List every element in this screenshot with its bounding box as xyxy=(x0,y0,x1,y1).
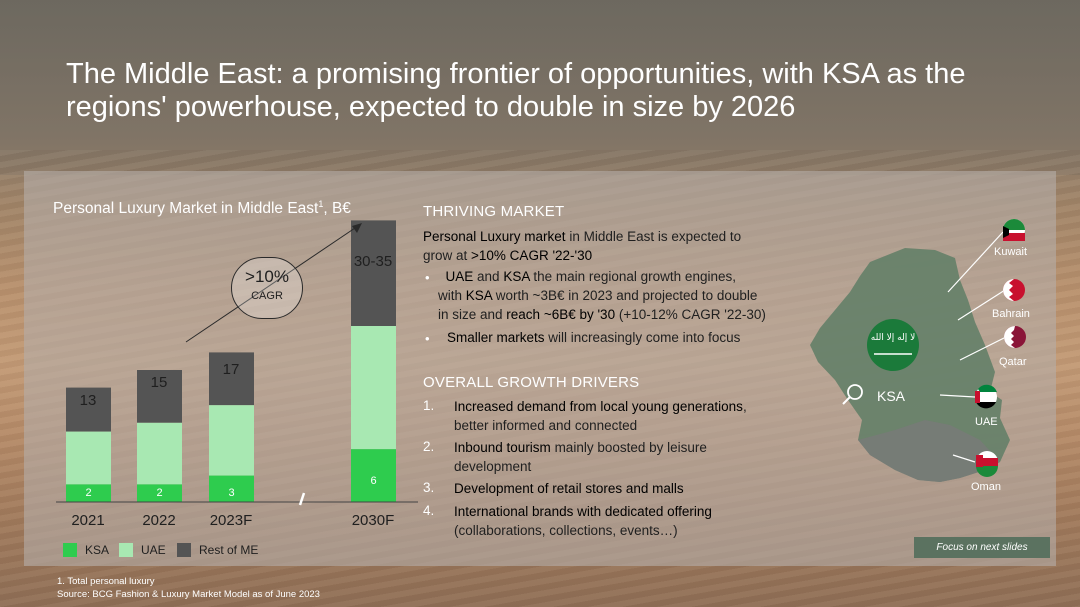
bahrain-flag-icon xyxy=(1003,279,1025,301)
cagr-callout: >10% CAGR xyxy=(231,257,303,319)
driver-number: 1. xyxy=(423,398,435,413)
uae-bar-segment xyxy=(209,405,254,476)
search-icon-handle xyxy=(842,396,851,405)
oman-flag-icon xyxy=(976,451,998,477)
region-map-shape xyxy=(810,248,1010,482)
ksa-flag-inscription: ﻻ ﺇﻟﻪ ﺇﻻ ﺍﻟﻠﻪ xyxy=(871,333,915,343)
total-label: 30-35 xyxy=(353,253,393,270)
bullet-icon: • xyxy=(425,270,430,285)
rest-bar-segment xyxy=(66,387,111,432)
connector-kuwait xyxy=(947,231,1004,293)
ksa-value-label: 3 xyxy=(228,487,235,499)
uae-bar-segment xyxy=(137,422,182,485)
qatar-flag-icon xyxy=(1004,326,1026,348)
bullet-icon: • xyxy=(425,331,430,346)
chart-title: Personal Luxury Market in Middle East1, … xyxy=(53,199,351,218)
map-label-bahrain: Bahrain xyxy=(992,308,1030,320)
total-label: 17 xyxy=(222,361,240,378)
driver-item: Inbound tourism mainly boosted by leisur… xyxy=(454,440,707,474)
rest-bar-segment xyxy=(137,370,182,423)
ksa-bar-segment xyxy=(209,475,254,502)
ksa-value-label: 2 xyxy=(156,487,163,499)
source-note: Source: BCG Fashion & Luxury Market Mode… xyxy=(57,589,320,600)
connector-uae xyxy=(939,394,976,398)
cagr-label: CAGR xyxy=(251,290,283,302)
map-label-uae: UAE xyxy=(975,416,998,428)
cagr-value: >10% xyxy=(245,267,289,286)
ksa-flag-icon xyxy=(867,319,919,371)
thriving-bullet-2: Smaller markets will increasingly come i… xyxy=(447,330,741,345)
driver-number: 3. xyxy=(423,480,435,495)
ksa-bar-segment xyxy=(351,449,396,502)
x-tick-label: 2030F xyxy=(351,512,395,529)
total-label: 13 xyxy=(79,392,97,409)
total-label: 15 xyxy=(150,374,168,391)
driver-number: 2. xyxy=(423,439,435,454)
driver-item: Development of retail stores and malls xyxy=(454,481,684,496)
kuwait-flag-icon xyxy=(1003,219,1025,241)
focus-next-slides-button[interactable]: Focus on next slides xyxy=(914,537,1050,558)
driver-number: 4. xyxy=(423,503,435,518)
axis-break-mark xyxy=(298,492,306,506)
legend-swatch xyxy=(63,543,77,557)
x-tick-label: 2023F xyxy=(209,512,253,529)
map-label-ksa: KSA xyxy=(877,388,906,404)
legend-ksa: KSA xyxy=(63,543,109,557)
thriving-intro: Personal Luxury market in Middle East is… xyxy=(423,229,742,263)
southern-region-shape xyxy=(858,420,1000,482)
background-sky xyxy=(0,0,1080,175)
slide-title: The Middle East: a promising frontier of… xyxy=(66,58,966,123)
legend-swatch xyxy=(119,543,133,557)
legend-rest: Rest of ME xyxy=(177,543,258,557)
uae-bar-segment xyxy=(351,326,396,450)
driver-item: Increased demand from local young genera… xyxy=(454,399,747,433)
growth-arrow-head xyxy=(352,223,362,233)
driver-item: International brands with dedicated offe… xyxy=(454,504,712,538)
ksa-value-label: 2 xyxy=(85,487,92,499)
map-label-oman: Oman xyxy=(971,481,1001,493)
section-heading-drivers: OVERALL GROWTH DRIVERS xyxy=(423,374,640,391)
thriving-bullet-1: UAE and KSA the main regional growth eng… xyxy=(438,269,766,322)
section-heading-thriving: THRIVING MARKET xyxy=(423,203,565,220)
rest-bar-segment xyxy=(209,352,254,406)
rest-bar-segment xyxy=(351,220,396,326)
connector-oman xyxy=(952,454,976,463)
connector-bahrain xyxy=(957,289,1006,321)
ksa-bar-segment xyxy=(66,484,111,502)
x-tick-label: 2021 xyxy=(71,512,105,529)
search-icon xyxy=(847,384,863,400)
map-label-qatar: Qatar xyxy=(999,356,1027,368)
x-tick-label: 2022 xyxy=(142,512,176,529)
uae-flag-icon xyxy=(975,384,997,409)
map-label-kuwait: Kuwait xyxy=(994,246,1028,258)
footnote: 1. Total personal luxury xyxy=(57,576,155,587)
ksa-value-label: 6 xyxy=(370,475,377,487)
legend-swatch xyxy=(177,543,191,557)
legend-uae: UAE xyxy=(119,543,166,557)
uae-bar-segment xyxy=(66,431,111,485)
ksa-bar-segment xyxy=(137,484,182,502)
connector-qatar xyxy=(959,336,1007,361)
